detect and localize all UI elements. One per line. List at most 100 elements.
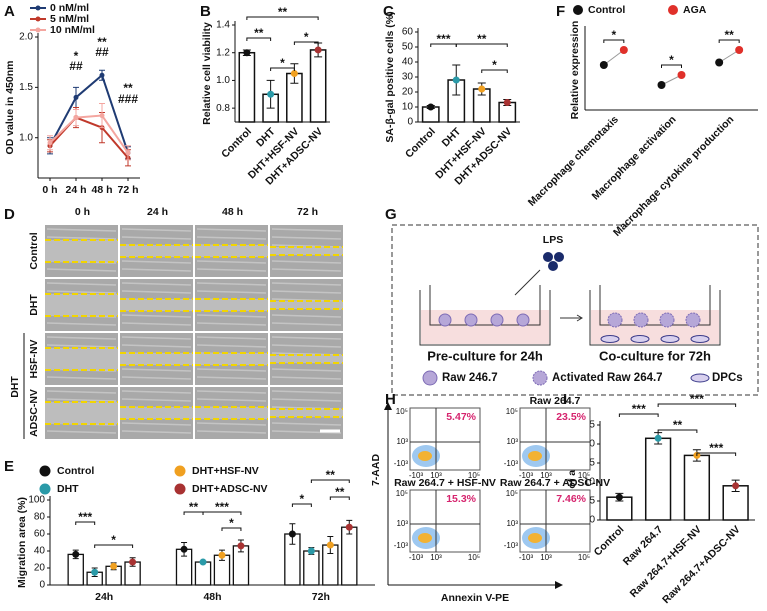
- legend-marker: [35, 5, 41, 11]
- arrow: [514, 269, 541, 296]
- y-axis-label: 7-AAD: [370, 454, 382, 487]
- raw-cell: [516, 313, 530, 327]
- sig-label: *: [304, 30, 309, 44]
- column-label: 48 h: [222, 206, 243, 218]
- y-tick-label: -10³: [394, 541, 409, 550]
- column-label: 72 h: [297, 206, 318, 218]
- panel-letter: C: [383, 3, 394, 20]
- texture: [46, 376, 117, 380]
- y-axis-label: OD value in 450nm: [4, 61, 16, 155]
- arrow: [560, 314, 583, 322]
- data-point: [735, 46, 744, 54]
- legend-marker: [39, 483, 51, 495]
- y-tick-label: 10: [584, 477, 596, 488]
- sig-label: *: [74, 49, 79, 63]
- wound-gap: [45, 294, 118, 316]
- x-tick-label: 24 h: [65, 184, 86, 196]
- texture: [46, 390, 117, 394]
- texture: [121, 236, 192, 240]
- bar: [644, 437, 672, 521]
- mean-dot: [243, 49, 251, 57]
- y-tick-label: -10³: [394, 459, 409, 468]
- texture: [196, 268, 267, 272]
- legend-marker: [35, 27, 41, 33]
- insert: [599, 285, 711, 326]
- wound-gap: [45, 348, 118, 370]
- sig-label: **: [335, 485, 345, 499]
- texture: [46, 398, 117, 402]
- texture: [196, 260, 267, 264]
- sig-bracket: [618, 413, 659, 417]
- y-tick-label: 10⁵: [396, 489, 408, 498]
- legend-label: DHT: [57, 483, 79, 495]
- sig-bracket: [329, 496, 350, 500]
- y-tick-label: 2.0: [19, 32, 33, 43]
- texture: [46, 290, 117, 294]
- sig-bracket: [75, 521, 96, 525]
- texture: [271, 322, 342, 326]
- sig-label: **: [278, 5, 288, 19]
- mean-dot: [237, 542, 245, 550]
- wound-gap: [195, 299, 268, 311]
- density-inner: [418, 451, 432, 461]
- texture: [196, 376, 267, 380]
- x-tick-label: 72 h: [117, 184, 138, 196]
- y-tick-label: -10³: [504, 459, 519, 468]
- mean-dot: [72, 550, 80, 558]
- legend-label: AGA: [683, 4, 707, 16]
- sig-label: ***: [436, 32, 450, 46]
- data-point: [599, 61, 608, 69]
- quadrant-percent: 5.47%: [446, 411, 476, 423]
- texture: [121, 344, 192, 348]
- sig-bracket: [481, 69, 508, 73]
- wound-gap: [270, 247, 343, 255]
- texture: [46, 344, 117, 348]
- y-tick-label: 10³: [506, 519, 518, 528]
- sig-label: *: [280, 56, 285, 70]
- data-point: [99, 72, 105, 78]
- sig-bracket: [202, 511, 242, 515]
- texture: [46, 322, 117, 326]
- arrow-head: [555, 581, 563, 589]
- texture: [271, 260, 342, 264]
- sig-label: ***: [709, 441, 723, 455]
- sig-label: **: [123, 81, 133, 95]
- legend-label: Control: [57, 465, 94, 477]
- texture: [196, 344, 267, 348]
- texture: [121, 228, 192, 232]
- wound-gap: [120, 299, 193, 311]
- activated-cell: [633, 312, 649, 328]
- texture: [271, 290, 342, 294]
- dpc-cell: [600, 335, 620, 343]
- texture: [46, 430, 117, 434]
- plot-title: Raw 264.7: [530, 395, 581, 407]
- schematic-frame: [391, 224, 759, 396]
- texture: [121, 314, 192, 318]
- y-tick-label: 0.8: [216, 103, 230, 114]
- mean-dot: [732, 482, 740, 490]
- legend-label: 0 nM/ml: [50, 2, 89, 14]
- sig-bracket: [657, 403, 737, 407]
- sig-bracket: [657, 429, 698, 433]
- mean-dot: [478, 85, 486, 93]
- panel-letter: H: [385, 391, 396, 408]
- texture: [271, 390, 342, 394]
- y-tick-label: 10: [402, 102, 414, 113]
- y-tick-label: 30: [402, 72, 414, 83]
- mean-dot: [91, 568, 99, 576]
- x-tick-label: 48 h: [91, 184, 112, 196]
- texture: [271, 422, 342, 426]
- mean-dot: [288, 530, 296, 538]
- data-point: [73, 115, 79, 121]
- quadrant-percent: 7.46%: [556, 493, 586, 505]
- mean-dot: [218, 551, 226, 559]
- y-tick-label: 10⁵: [396, 407, 408, 416]
- texture: [271, 314, 342, 318]
- x-tick-label: -10³: [519, 553, 534, 562]
- sig-label: **: [724, 28, 734, 42]
- texture: [196, 390, 267, 394]
- well: [589, 290, 721, 346]
- data-point: [73, 94, 79, 100]
- sig-label: ##: [95, 45, 109, 59]
